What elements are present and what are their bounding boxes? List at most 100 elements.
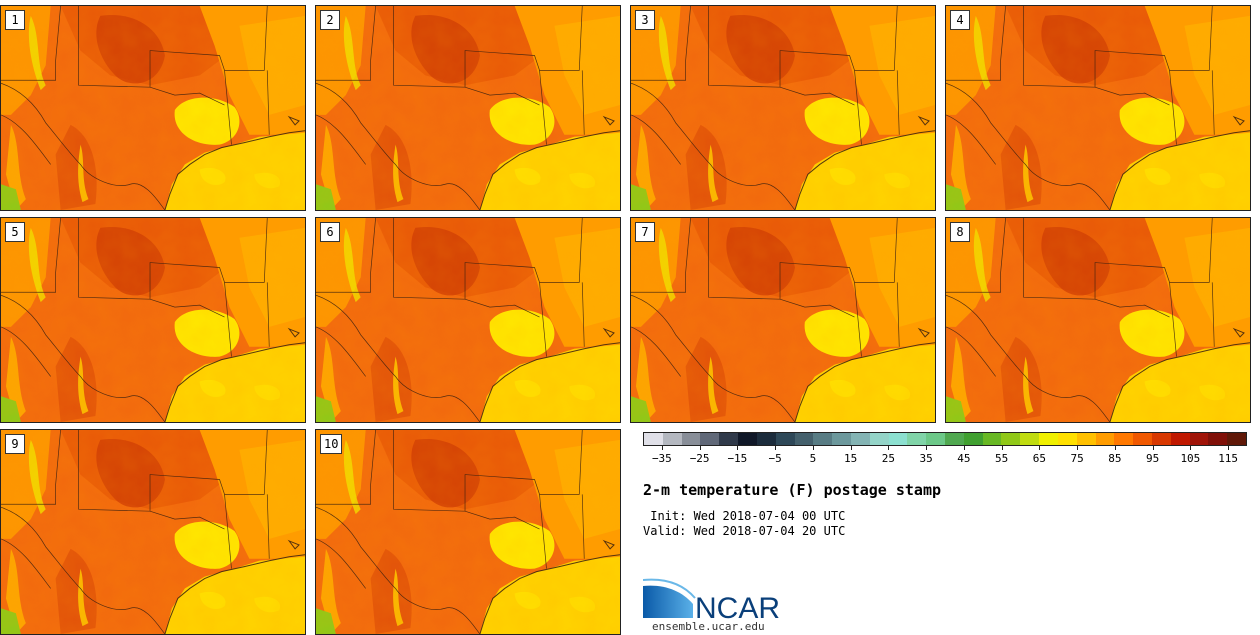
- colorbar-tick: [1039, 446, 1041, 450]
- colorbar-segment: [1208, 433, 1228, 445]
- colorbar-segment: [1020, 433, 1040, 445]
- temperature-colorbar: [643, 432, 1247, 446]
- colorbar-tick-label: −15: [727, 452, 748, 465]
- colorbar-segment: [1133, 433, 1152, 445]
- colorbar-tick-label: 25: [881, 452, 895, 465]
- colorbar-tick: [1228, 446, 1230, 450]
- member-map-5: 5: [0, 217, 306, 423]
- member-number-label: 7: [635, 222, 655, 242]
- temperature-map: [946, 6, 1250, 210]
- member-number-label: 2: [320, 10, 340, 30]
- colorbar-segment: [869, 433, 889, 445]
- temperature-map: [631, 218, 935, 422]
- colorbar-segment: [719, 433, 739, 445]
- member-number-label: 5: [5, 222, 25, 242]
- colorbar-tick-label: 5: [809, 452, 817, 465]
- colorbar-tick: [850, 446, 852, 450]
- member-number-label: 6: [320, 222, 340, 242]
- colorbar-segment: [888, 433, 908, 445]
- colorbar-tick-label: 45: [957, 452, 971, 465]
- colorbar-segment: [945, 433, 964, 445]
- member-map-9: 9: [0, 429, 306, 635]
- member-map-10: 10: [315, 429, 621, 635]
- colorbar-tick-label: 85: [1108, 452, 1122, 465]
- member-map-7: 7: [630, 217, 936, 423]
- colorbar-segment: [775, 433, 795, 445]
- colorbar-segment: [1076, 433, 1096, 445]
- colorbar-segment: [1095, 433, 1115, 445]
- colorbar-segment: [1114, 433, 1134, 445]
- colorbar-tick: [888, 446, 890, 450]
- colorbar-segment: [926, 433, 945, 445]
- member-map-1: 1: [0, 5, 306, 211]
- colorbar-segment: [1227, 433, 1246, 445]
- temperature-map: [1, 430, 305, 634]
- member-number-label: 9: [5, 434, 25, 454]
- colorbar-tick: [775, 446, 777, 450]
- temperature-map: [316, 218, 620, 422]
- member-number-label: 3: [635, 10, 655, 30]
- colorbar-tick: [1001, 446, 1003, 450]
- colorbar-tick: [699, 446, 701, 450]
- colorbar-tick: [1190, 446, 1192, 450]
- colorbar-segment: [813, 433, 833, 445]
- colorbar-tick: [812, 446, 814, 450]
- colorbar-segment: [794, 433, 814, 445]
- colorbar-segment: [1189, 433, 1209, 445]
- colorbar-tick-label: 75: [1070, 452, 1084, 465]
- colorbar-tick: [963, 446, 965, 450]
- colorbar-tick-label: −35: [651, 452, 672, 465]
- colorbar-tick-label: 55: [995, 452, 1009, 465]
- colorbar-tick-label: −25: [689, 452, 710, 465]
- colorbar-segment: [681, 433, 701, 445]
- colorbar-tick-label: 95: [1146, 452, 1160, 465]
- colorbar-segment: [832, 433, 851, 445]
- colorbar-segment: [1057, 433, 1077, 445]
- colorbar-segment: [738, 433, 757, 445]
- ncar-logo: NCAR: [643, 578, 780, 623]
- colorbar-tick: [1114, 446, 1116, 450]
- colorbar-segment: [850, 433, 870, 445]
- member-map-8: 8: [945, 217, 1251, 423]
- colorbar-segment: [1039, 433, 1058, 445]
- colorbar-tick: [926, 446, 928, 450]
- colorbar-tick-label: 65: [1032, 452, 1046, 465]
- colorbar-tick: [661, 446, 663, 450]
- colorbar-tick-label: −5: [768, 452, 782, 465]
- colorbar-segment: [644, 433, 663, 445]
- logo-url: ensemble.ucar.edu: [652, 620, 765, 633]
- colorbar-segment: [907, 433, 927, 445]
- colorbar-tick: [1077, 446, 1079, 450]
- temperature-map: [316, 6, 620, 210]
- colorbar-segment: [982, 433, 1002, 445]
- colorbar-tick-label: 35: [919, 452, 933, 465]
- member-map-6: 6: [315, 217, 621, 423]
- colorbar-segment: [963, 433, 983, 445]
- colorbar-segment: [1170, 433, 1190, 445]
- colorbar-segment: [1151, 433, 1171, 445]
- colorbar-segment: [1001, 433, 1021, 445]
- colorbar-tick: [1152, 446, 1154, 450]
- temperature-map: [946, 218, 1250, 422]
- member-map-2: 2: [315, 5, 621, 211]
- init-time: Init: Wed 2018-07-04 00 UTC: [643, 509, 846, 523]
- member-number-label: 8: [950, 222, 970, 242]
- temperature-map: [631, 6, 935, 210]
- member-number-label: 10: [320, 434, 343, 454]
- temperature-map: [1, 218, 305, 422]
- colorbar-tick-label: 115: [1218, 452, 1239, 465]
- colorbar-segment: [700, 433, 720, 445]
- temperature-map: [316, 430, 620, 634]
- colorbar-segment: [662, 433, 682, 445]
- valid-time: Valid: Wed 2018-07-04 20 UTC: [643, 524, 846, 538]
- logo-text: NCAR: [695, 592, 780, 623]
- plot-title: 2-m temperature (F) postage stamp: [643, 481, 942, 499]
- colorbar-tick-label: 105: [1180, 452, 1201, 465]
- member-map-4: 4: [945, 5, 1251, 211]
- colorbar-tick-label: 15: [844, 452, 858, 465]
- colorbar-segment: [756, 433, 776, 445]
- temperature-map: [1, 6, 305, 210]
- member-number-label: 1: [5, 10, 25, 30]
- member-number-label: 4: [950, 10, 970, 30]
- colorbar-tick: [737, 446, 739, 450]
